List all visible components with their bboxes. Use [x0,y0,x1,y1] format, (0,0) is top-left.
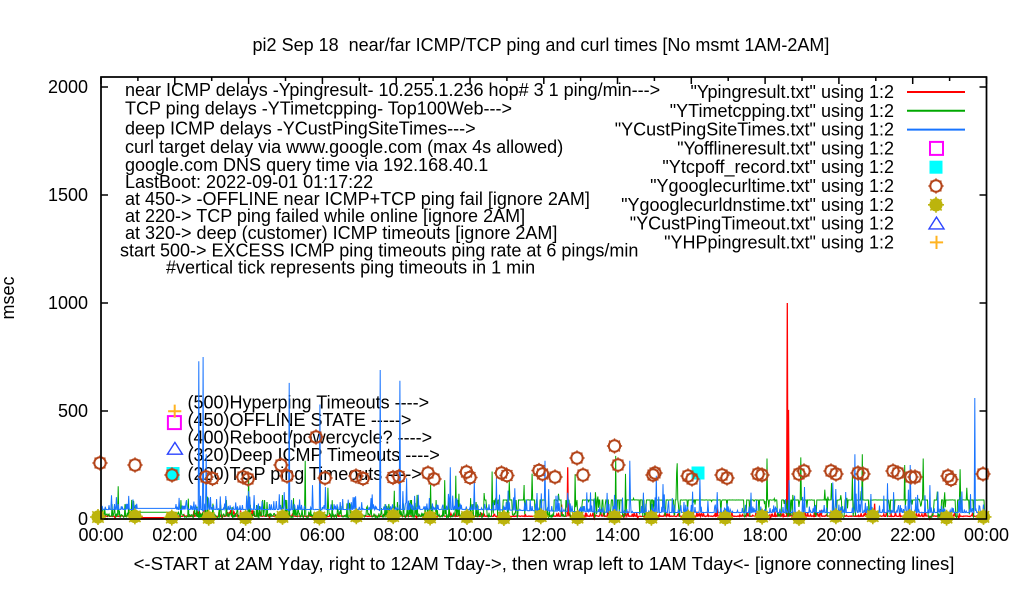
svg-text:at 450-> -OFFLINE near ICMP+TC: at 450-> -OFFLINE near ICMP+TCP ping fai… [125,189,590,209]
svg-text:TCP ping delays -YTimetcpping-: TCP ping delays -YTimetcpping- Top100Web… [125,99,512,119]
svg-text:#vertical tick represents ping: #vertical tick represents ping timeouts … [166,258,535,278]
svg-text:18:00: 18:00 [743,525,788,545]
svg-text:"YCustPingSiteTimes.txt" using: "YCustPingSiteTimes.txt" using 1:2 [615,120,894,140]
svg-text:pi2 Sep 18 near/far ICMP/TCP: pi2 Sep 18 near/far ICMP/TCP ping and cu… [253,35,830,55]
svg-text:near ICMP delays -Ypingresult-: near ICMP delays -Ypingresult- 10.255.1.… [125,80,660,100]
svg-text:at 220-> TCP ping failed while: at 220-> TCP ping failed while online [i… [125,206,525,226]
svg-text:1500: 1500 [48,185,88,205]
svg-text:google.com DNS query time via: google.com DNS query time via 192.168.40… [125,155,488,175]
svg-text:1000: 1000 [48,293,88,313]
svg-text:10:00: 10:00 [447,525,492,545]
svg-text:00:00: 00:00 [78,525,123,545]
svg-text:"YCustPingTimeout.txt" using 1: "YCustPingTimeout.txt" using 1:2 [630,214,894,234]
svg-text:LastBoot: 2022-09-01 01:17:22: LastBoot: 2022-09-01 01:17:22 [125,172,373,192]
svg-text:(450)OFFLINE STATE ----->: (450)OFFLINE STATE -----> [188,410,412,430]
svg-text:500: 500 [58,401,88,421]
svg-text:"Ygooglecurldnstime.txt" using: "Ygooglecurldnstime.txt" using 1:2 [621,195,894,215]
svg-text:16:00: 16:00 [669,525,714,545]
svg-text:"YTimetcpping.txt" using 1:2: "YTimetcpping.txt" using 1:2 [670,101,894,121]
svg-text:"Ygooglecurltime.txt" using 1:: "Ygooglecurltime.txt" using 1:2 [650,176,894,196]
svg-text:curl target delay via www.goog: curl target delay via www.google.com (ma… [125,137,563,157]
svg-text:"Yofflineresult.txt" using 1:2: "Yofflineresult.txt" using 1:2 [677,138,894,158]
svg-text:14:00: 14:00 [595,525,640,545]
svg-text:22:00: 22:00 [890,525,935,545]
svg-text:"YHPpingresult.txt" using 1:2: "YHPpingresult.txt" using 1:2 [664,232,894,252]
svg-text:(500)Hyperping Timeouts ---->: (500)Hyperping Timeouts ----> [188,393,430,413]
svg-text:12:00: 12:00 [521,525,566,545]
svg-text:msec: msec [0,276,18,319]
svg-text:0: 0 [78,509,88,529]
svg-text:02:00: 02:00 [152,525,197,545]
svg-text:at 320-> deep (customer) ICMP: at 320-> deep (customer) ICMP timeouts [… [125,223,557,243]
svg-text:deep ICMP delays -YCustPingSit: deep ICMP delays -YCustPingSiteTimes---> [125,119,476,139]
svg-text:start 500-> EXCESS ICMP ping t: start 500-> EXCESS ICMP ping timeouts pi… [120,240,638,260]
svg-text:(320)Deep ICMP Timeouts ---->: (320)Deep ICMP Timeouts ----> [188,445,440,465]
svg-text:"Ytcpoff_record.txt" using 1:2: "Ytcpoff_record.txt" using 1:2 [662,157,894,178]
svg-text:<-START at 2AM Yday, right to: <-START at 2AM Yday, right to 12AM Tday-… [134,553,955,574]
svg-text:"Ypingresult.txt" using 1:2: "Ypingresult.txt" using 1:2 [690,82,894,102]
svg-text:00:00: 00:00 [964,525,1009,545]
svg-text:20:00: 20:00 [816,525,861,545]
svg-text:06:00: 06:00 [300,525,345,545]
svg-text:04:00: 04:00 [226,525,271,545]
svg-text:08:00: 08:00 [374,525,419,545]
svg-text:2000: 2000 [48,77,88,97]
